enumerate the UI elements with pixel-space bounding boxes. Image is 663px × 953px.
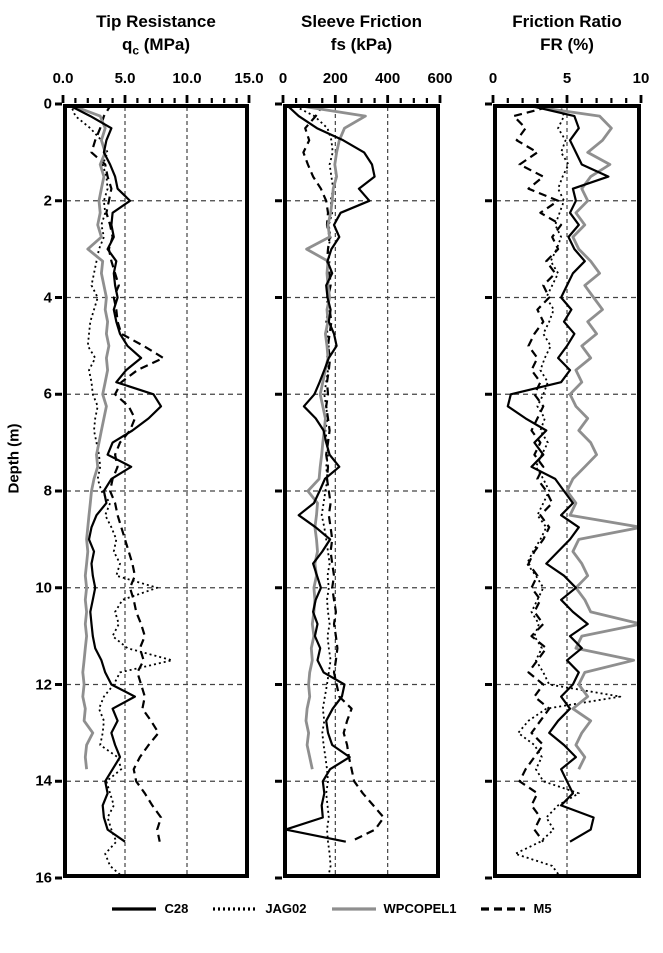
depth-tick-label: 2 bbox=[43, 192, 52, 210]
legend-label-jag02: JAG02 bbox=[265, 901, 307, 916]
chart1-title-line2: qc (MPa) bbox=[121, 35, 191, 58]
series-c28 bbox=[66, 104, 163, 843]
chart3-title-line1: Friction Ratio bbox=[512, 12, 622, 31]
legend-label-m5: M5 bbox=[533, 901, 552, 916]
series-wpcopel1 bbox=[67, 104, 111, 770]
chart3-title: Friction Ratio FR (%) bbox=[493, 10, 641, 62]
x-tick-label: 15.0 bbox=[234, 70, 264, 87]
legend-item-wpcopel1: WPCOPEL1 bbox=[331, 901, 457, 916]
series-c28 bbox=[506, 104, 610, 843]
panel-border bbox=[493, 104, 641, 878]
legend-line-c28 bbox=[112, 906, 157, 911]
depth-tick-label: 0 bbox=[43, 95, 52, 113]
legend-line-jag02 bbox=[213, 906, 258, 911]
series-c28 bbox=[284, 104, 376, 843]
legend: C28 JAG02 WPCOPEL1 M5 bbox=[0, 901, 663, 916]
x-tick-label: 600 bbox=[427, 70, 453, 87]
depth-tick-label: 16 bbox=[35, 869, 52, 887]
x-tick-label: 0.0 bbox=[52, 70, 74, 87]
depth-tick-label: 8 bbox=[43, 482, 52, 500]
legend-line-m5 bbox=[481, 906, 526, 911]
series-jag02 bbox=[514, 104, 622, 878]
series-m5 bbox=[90, 104, 165, 842]
x-tick-label: 200 bbox=[322, 70, 348, 87]
x-tick-label: 10 bbox=[632, 70, 650, 87]
x-tick-label: 10.0 bbox=[172, 70, 202, 87]
chart2-title: Sleeve Friction fs (kPa) bbox=[283, 10, 440, 62]
legend-item-jag02: JAG02 bbox=[212, 901, 307, 916]
chart1-title: Tip Resistance qc (MPa) bbox=[63, 10, 249, 62]
chart3-title-line2: FR (%) bbox=[540, 35, 594, 54]
x-tick-label: 0 bbox=[488, 70, 498, 87]
depth-tick-label: 14 bbox=[35, 772, 52, 790]
x-tick-label: 5 bbox=[562, 70, 572, 87]
series-jag02 bbox=[69, 104, 173, 878]
series-m5 bbox=[512, 104, 563, 843]
series-m5 bbox=[302, 104, 385, 843]
legend-label-c28: C28 bbox=[164, 901, 189, 916]
x-tick-label: 400 bbox=[375, 70, 401, 87]
series-wpcopel1 bbox=[287, 104, 367, 770]
legend-item-m5: M5 bbox=[480, 901, 552, 916]
series-wpcopel1 bbox=[515, 104, 641, 770]
depth-tick-label: 10 bbox=[35, 579, 52, 597]
x-tick-label: 5.0 bbox=[114, 70, 136, 87]
depth-tick-label: 4 bbox=[43, 289, 52, 306]
chart2-title-line1: Sleeve Friction bbox=[301, 12, 422, 31]
panel-border bbox=[63, 104, 249, 878]
chart1-title-line1: Tip Resistance bbox=[96, 12, 216, 31]
legend-item-c28: C28 bbox=[111, 901, 188, 916]
legend-line-wpcopel1 bbox=[331, 906, 376, 911]
depth-tick-label: 6 bbox=[43, 385, 52, 403]
x-tick-label: 0 bbox=[278, 70, 288, 87]
depth-tick-label: 12 bbox=[35, 676, 52, 693]
chart2-title-line2: fs (kPa) bbox=[330, 35, 393, 54]
panel-border bbox=[283, 104, 440, 878]
legend-label-wpcopel1: WPCOPEL1 bbox=[383, 901, 457, 916]
